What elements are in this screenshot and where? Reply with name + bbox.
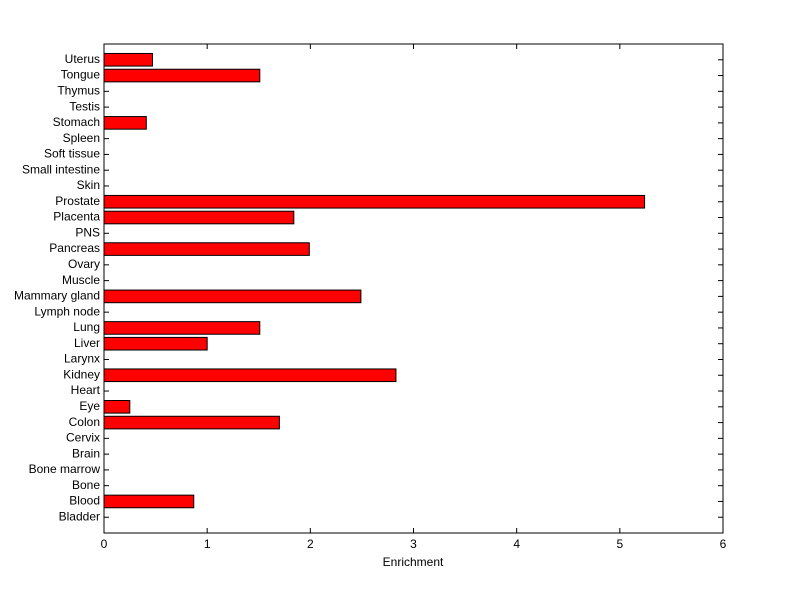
y-tick-label: Kidney (63, 367, 100, 381)
bar (103, 399, 131, 414)
bar (103, 194, 646, 209)
y-tick-label: Heart (71, 383, 101, 397)
x-tick-label: 0 (101, 537, 108, 551)
bar (103, 68, 261, 83)
x-tick-label: 6 (720, 537, 727, 551)
y-tick-label: Testis (69, 99, 100, 113)
y-tick-label: Uterus (65, 52, 100, 66)
y-tick-label: Skin (77, 178, 100, 192)
y-tick-label: Ovary (68, 257, 100, 271)
y-tick-label: Mammary gland (14, 289, 100, 303)
bar (103, 321, 261, 335)
y-tick-label: Blood (69, 494, 100, 508)
bar (103, 289, 362, 304)
y-tick-label: Stomach (53, 115, 100, 129)
y-tick-label: Thymus (57, 83, 100, 97)
x-axis-label: Enrichment (383, 555, 444, 569)
plot-area (103, 43, 724, 534)
y-tick-label: Cervix (66, 431, 100, 445)
x-tick-label: 5 (616, 537, 623, 551)
y-tick-label: Lung (73, 320, 100, 334)
y-tick-label: Spleen (63, 131, 100, 145)
bar (103, 368, 397, 383)
bar (103, 336, 208, 351)
x-tick-label: 1 (204, 537, 211, 551)
y-tick-label: Placenta (53, 210, 100, 224)
x-tick-label: 3 (410, 537, 417, 551)
y-tick-label: Soft tissue (44, 147, 100, 161)
y-tick-label: Tongue (61, 68, 101, 82)
bar (103, 210, 295, 225)
y-tick-label: Bone marrow (29, 462, 101, 476)
bar (103, 494, 195, 509)
bar (103, 415, 280, 430)
y-tick-label: Small intestine (22, 162, 100, 176)
y-tick-label: Liver (74, 336, 100, 350)
y-tick-label: Brain (72, 446, 100, 460)
y-tick-label: Lymph node (34, 304, 100, 318)
bar (103, 116, 147, 130)
y-tick-label: PNS (75, 225, 100, 239)
x-tick-label: 4 (513, 537, 520, 551)
y-tick-label: Bone (72, 478, 100, 492)
y-tick-label: Prostate (55, 194, 100, 208)
y-tick-label: Bladder (59, 509, 100, 523)
y-tick-label: Colon (69, 415, 100, 429)
bar (103, 52, 153, 67)
x-tick-label: 2 (307, 537, 314, 551)
y-tick-label: Eye (79, 399, 100, 413)
bar (103, 242, 310, 256)
y-tick-label: Larynx (64, 352, 100, 366)
y-tick-label: Pancreas (49, 241, 100, 255)
y-tick-label: Muscle (62, 273, 100, 287)
